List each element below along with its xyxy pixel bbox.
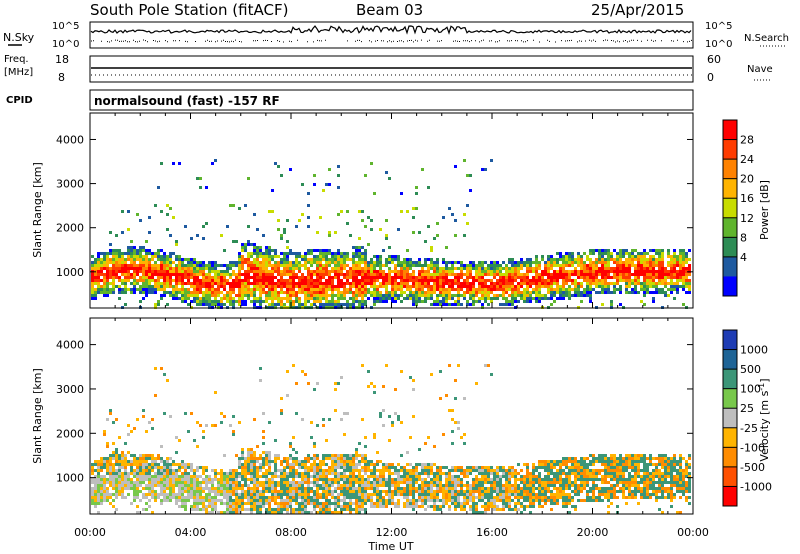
range-tick-label: 3000 bbox=[56, 383, 84, 396]
power-ylabel: Slant Range [km] bbox=[31, 162, 44, 258]
range-tick-label: 4000 bbox=[56, 133, 84, 146]
nave-label: Nave bbox=[747, 64, 773, 75]
cpid-label: CPID bbox=[6, 95, 33, 106]
noise-panel: N.Sky 10^5 10^0 10^5 10^0 N.Search bbox=[3, 21, 789, 50]
power-panel: 1000 2000 3000 4000 Slant Range [km] bbox=[31, 112, 694, 309]
colorbar-tick-label: 16 bbox=[740, 192, 754, 205]
range-tick-label: 3000 bbox=[56, 178, 84, 191]
time-tick-label: 20:00 bbox=[577, 526, 609, 539]
station-title: South Pole Station (fitACF) bbox=[90, 1, 288, 19]
colorbar-swatch bbox=[723, 217, 737, 238]
nave-tick-bottom: 0 bbox=[707, 71, 714, 84]
colorbar-swatch bbox=[723, 276, 737, 297]
velocity-axes: 1000 2000 3000 4000 bbox=[56, 318, 694, 514]
noise-right-tick-top: 10^5 bbox=[705, 21, 732, 32]
freq-label: Freq. bbox=[4, 54, 29, 65]
colorbar-swatch bbox=[723, 447, 737, 468]
time-tick-label: 12:00 bbox=[376, 526, 408, 539]
time-tick-label: 08:00 bbox=[275, 526, 307, 539]
colorbar-swatch bbox=[723, 120, 737, 141]
date-label: 25/Apr/2015 bbox=[591, 1, 684, 19]
colorbar-swatch bbox=[723, 369, 737, 390]
colorbar-tick-label: 100 bbox=[740, 383, 761, 396]
beam-label: Beam 03 bbox=[356, 1, 423, 19]
noise-right-tick-bottom: 10^0 bbox=[705, 39, 732, 50]
colorbar-swatch bbox=[723, 466, 737, 487]
velocity-panel: 1000 2000 3000 4000 Slant Range [km] bbox=[31, 317, 694, 515]
time-tick-label: 04:00 bbox=[175, 526, 207, 539]
colorbar-tick-label: -25 bbox=[740, 422, 758, 435]
frequency-panel: Freq. [MHz] 18 8 60 0 Nave bbox=[4, 53, 773, 84]
power-heatmap bbox=[91, 159, 691, 309]
colorbar-tick-label: 24 bbox=[740, 153, 754, 166]
range-tick-label: 1000 bbox=[56, 472, 84, 485]
cpid-program: normalsound (fast) -157 RF bbox=[94, 94, 280, 108]
colorbar-swatch bbox=[723, 139, 737, 160]
time-tick-label: 00:00 bbox=[74, 526, 106, 539]
colorbar-tick-label: 20 bbox=[740, 173, 754, 186]
colorbar-swatch bbox=[723, 178, 737, 199]
colorbar-tick-label: 28 bbox=[740, 134, 754, 147]
time-xlabel: Time UT bbox=[367, 540, 413, 553]
colorbar-tick-label: 8 bbox=[740, 231, 747, 244]
colorbar-tick-label: 12 bbox=[740, 212, 754, 225]
colorbar-swatch bbox=[723, 349, 737, 370]
noise-traces bbox=[90, 25, 692, 43]
colorbar-swatch bbox=[723, 256, 737, 277]
power-axes: 1000 2000 3000 4000 bbox=[56, 113, 694, 308]
time-tick-label: 00:00 bbox=[677, 526, 709, 539]
time-tick-label: 16:00 bbox=[476, 526, 508, 539]
colorbar-tick-label: 1000 bbox=[740, 344, 768, 357]
freq-unit-label: [MHz] bbox=[4, 67, 33, 78]
colorbar-swatch bbox=[723, 388, 737, 409]
noise-left-tick-top: 10^5 bbox=[52, 21, 79, 32]
colorbar-tick-label: 500 bbox=[740, 363, 761, 376]
noise-left-tick-bottom: 10^0 bbox=[52, 39, 79, 50]
colorbar-swatch bbox=[723, 198, 737, 219]
nave-tick-top: 60 bbox=[707, 53, 721, 66]
colorbar-tick-label: -100 bbox=[740, 441, 765, 454]
range-tick-label: 4000 bbox=[56, 339, 84, 352]
freq-tick-bottom: 8 bbox=[58, 71, 65, 84]
power-colorbar: 28 24 20 16 12 8 4 bbox=[722, 119, 754, 297]
colorbar-tick-label: -1000 bbox=[740, 480, 772, 493]
velocity-colorbar-title: Velocity [m s-1] bbox=[757, 378, 771, 461]
range-tick-label: 2000 bbox=[56, 427, 84, 440]
noise-search-label: N.Search bbox=[744, 33, 789, 44]
velocity-ylabel: Slant Range [km] bbox=[31, 368, 44, 464]
colorbar-tick-label: 4 bbox=[740, 251, 747, 264]
colorbar-swatch bbox=[723, 427, 737, 448]
colorbar-swatch bbox=[723, 330, 737, 351]
power-colorbar-title: Power [dB] bbox=[758, 180, 771, 240]
colorbar-swatch bbox=[723, 237, 737, 258]
colorbar-tick-label: 25 bbox=[740, 402, 754, 415]
noise-sky-label: N.Sky bbox=[3, 31, 35, 44]
range-tick-label: 2000 bbox=[56, 222, 84, 235]
range-tick-label: 1000 bbox=[56, 266, 84, 279]
colorbar-swatch bbox=[723, 486, 737, 507]
freq-tick-top: 18 bbox=[55, 53, 69, 66]
colorbar-swatch bbox=[723, 159, 737, 180]
velocity-heatmap bbox=[91, 364, 691, 514]
colorbar-tick-label: -500 bbox=[740, 461, 765, 474]
cpid-panel: CPID normalsound (fast) -157 RF bbox=[6, 89, 694, 111]
colorbar-swatch bbox=[723, 408, 737, 429]
velocity-colorbar: 1000 500 100 25 -25 -100 -500 -1000 bbox=[722, 329, 772, 507]
time-axis: 00:00 04:00 08:00 12:00 16:00 20:00 00:00 bbox=[74, 526, 709, 539]
